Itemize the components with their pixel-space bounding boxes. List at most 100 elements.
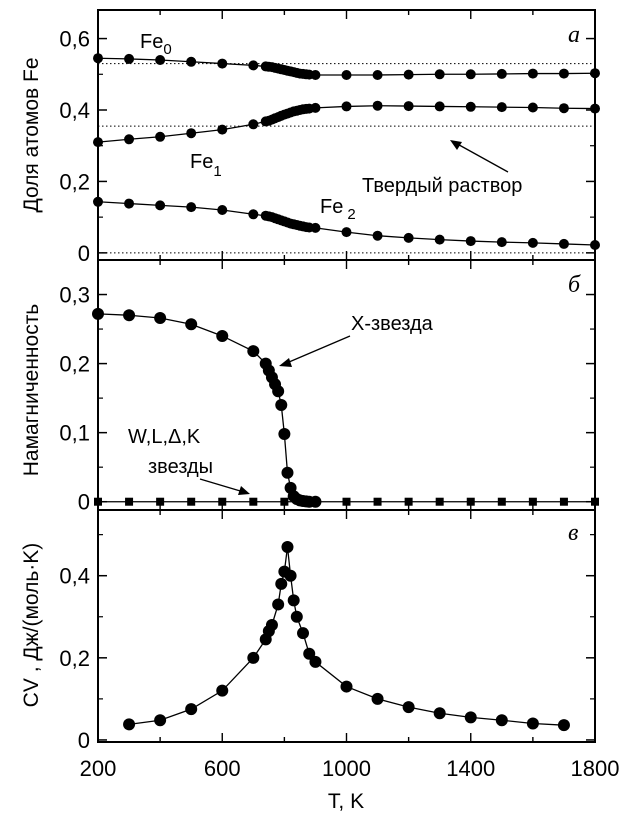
solid-solution-label: Твердый раствор xyxy=(362,175,522,197)
data-point xyxy=(217,205,228,215)
panel-c-ylabel: CV , Дж/(моль·K) xyxy=(20,543,43,708)
data-point xyxy=(275,577,288,590)
panel-a-ticks: 0 0,2 0,4 0,6 xyxy=(59,10,596,266)
fe0-label: Fe0 xyxy=(140,31,172,58)
data-point xyxy=(341,70,352,80)
data-point xyxy=(124,53,135,64)
data-point xyxy=(124,134,135,145)
data-point xyxy=(558,103,569,114)
data-point xyxy=(434,101,445,112)
data-point xyxy=(248,60,259,71)
data-point xyxy=(341,101,352,112)
panel-a-ylabel: Доля атомов Fe xyxy=(20,57,43,212)
data-point-square xyxy=(435,497,444,506)
data-point xyxy=(155,200,166,211)
data-point xyxy=(216,329,229,342)
data-point xyxy=(281,466,294,479)
data-point xyxy=(154,714,167,727)
data-point xyxy=(340,680,353,693)
fe2-label-sub: 2 xyxy=(347,206,355,223)
x-tick-label: 1400 xyxy=(446,756,495,781)
data-point xyxy=(272,385,285,398)
data-point-square xyxy=(497,497,506,506)
data-point xyxy=(155,131,166,142)
x-tick-label: 1800 xyxy=(571,756,620,781)
data-point xyxy=(287,594,300,607)
data-point xyxy=(496,68,507,79)
data-point xyxy=(465,236,476,247)
x-tick-label: 1000 xyxy=(322,756,371,781)
y-tick-label: 0,6 xyxy=(59,27,90,52)
data-point xyxy=(92,307,104,320)
x-star-arrow xyxy=(281,335,351,366)
fe2-label: Fe 2 xyxy=(320,196,356,223)
panel-c-letter: в xyxy=(568,520,578,546)
data-point xyxy=(434,69,445,80)
data-point xyxy=(247,651,260,664)
data-point xyxy=(557,719,570,732)
series-line-2-0 xyxy=(128,546,564,726)
y-tick-label: 0 xyxy=(78,490,90,515)
data-point xyxy=(310,102,321,113)
data-point xyxy=(155,55,166,65)
data-point-square xyxy=(187,497,196,506)
data-point xyxy=(247,345,260,358)
data-point xyxy=(124,198,135,209)
data-point xyxy=(496,237,507,248)
data-point xyxy=(309,655,322,668)
data-point xyxy=(403,101,414,112)
data-point-square xyxy=(311,497,320,506)
data-point xyxy=(123,309,136,322)
data-point xyxy=(93,137,103,148)
y-tick-label: 0,4 xyxy=(59,564,90,589)
data-point xyxy=(558,68,569,79)
fe1-label-main: Fe xyxy=(190,151,213,173)
data-point xyxy=(527,102,538,113)
y-tick-label: 0,3 xyxy=(59,283,90,308)
panel-c: 0 0,2 0,4 в CV , Дж/(моль·K) 200 600 1000 140… xyxy=(20,509,620,813)
stars-label: звезды xyxy=(148,456,213,478)
fe1-label-sub: 1 xyxy=(213,163,221,180)
panel-a-points xyxy=(93,53,600,250)
y-tick-label: 0 xyxy=(78,241,90,266)
data-point xyxy=(186,202,197,213)
data-point-square xyxy=(528,497,537,506)
x-tick-label: 600 xyxy=(204,756,241,781)
data-point xyxy=(272,598,285,611)
data-point xyxy=(310,222,321,233)
panel-c-ticks: 0 0,2 0,4 xyxy=(59,510,596,753)
data-point xyxy=(527,68,538,79)
y-tick-label: 0,1 xyxy=(59,421,90,446)
x-tick-labels: 200 600 1000 1400 1800 xyxy=(80,756,620,781)
x-star-label: X-звезда xyxy=(351,313,434,335)
data-point xyxy=(281,540,294,553)
data-point xyxy=(402,701,415,714)
data-point xyxy=(297,627,310,640)
y-tick-label: 0,2 xyxy=(59,646,90,671)
panel-a-reference-lines xyxy=(98,63,595,254)
fe1-label: Fe1 xyxy=(190,151,222,180)
data-point xyxy=(217,58,228,69)
data-point xyxy=(434,234,445,245)
data-point xyxy=(495,714,508,727)
x-axis-title: T, K xyxy=(328,790,364,813)
data-point-square xyxy=(404,497,413,506)
data-point xyxy=(310,70,321,80)
data-point xyxy=(371,692,384,705)
x-star-arrowhead xyxy=(279,358,292,367)
data-point xyxy=(464,711,477,724)
data-point xyxy=(275,399,288,412)
panel-b: 0 0,1 0,2 0,3 б Намагниченность X-звезда W,… xyxy=(20,259,599,515)
panel-a-letter: а xyxy=(568,22,580,48)
data-point xyxy=(341,227,352,238)
fe2-label-main: Fe xyxy=(320,196,343,218)
panel-c-lines xyxy=(128,546,564,726)
data-point xyxy=(433,707,446,720)
data-point-square xyxy=(373,497,382,506)
data-point xyxy=(265,618,278,631)
data-point xyxy=(216,684,229,697)
data-point xyxy=(526,717,539,730)
data-point xyxy=(248,209,259,220)
wldk-arrow xyxy=(199,478,248,494)
data-point-square xyxy=(280,497,289,506)
